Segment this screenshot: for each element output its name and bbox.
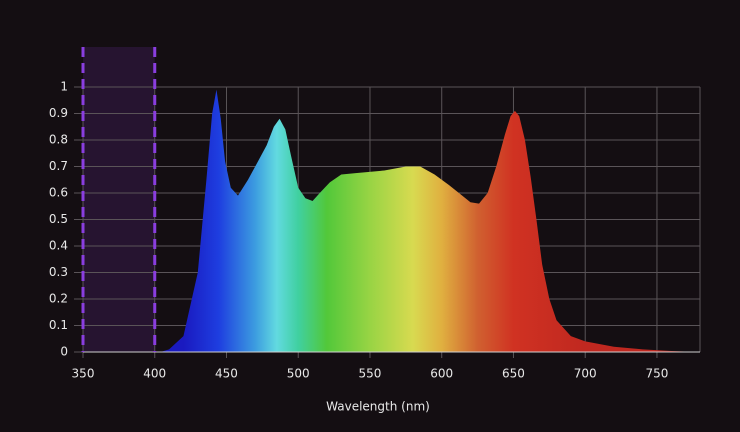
y-tick-label: 0: [60, 345, 68, 359]
x-tick-label: 750: [646, 367, 669, 381]
y-tick-label: 0.7: [49, 159, 68, 173]
y-tick-label: 0.9: [49, 106, 68, 120]
y-tick-label: 0.3: [49, 265, 68, 279]
x-tick-label: 400: [143, 367, 166, 381]
x-tick-label: 350: [72, 367, 95, 381]
x-tick-label: 650: [502, 367, 525, 381]
y-tick-label: 0.4: [49, 239, 68, 253]
y-tick-label: 0.5: [49, 212, 68, 226]
x-tick-label: 700: [574, 367, 597, 381]
y-tick-label: 1: [60, 80, 68, 94]
spectrum-area: [160, 89, 698, 353]
x-tick-label: 500: [287, 367, 310, 381]
x-tick-label: 550: [359, 367, 382, 381]
y-tick-label: 0.1: [49, 318, 68, 332]
y-tick-label: 0.6: [49, 186, 68, 200]
highlight-band: [83, 47, 155, 352]
x-axis-label: Wavelength (nm): [326, 400, 430, 414]
x-tick-label: 450: [215, 367, 238, 381]
y-tick-label: 0.2: [49, 292, 68, 306]
y-tick-label: 0.8: [49, 133, 68, 147]
x-tick-label: 600: [430, 367, 453, 381]
